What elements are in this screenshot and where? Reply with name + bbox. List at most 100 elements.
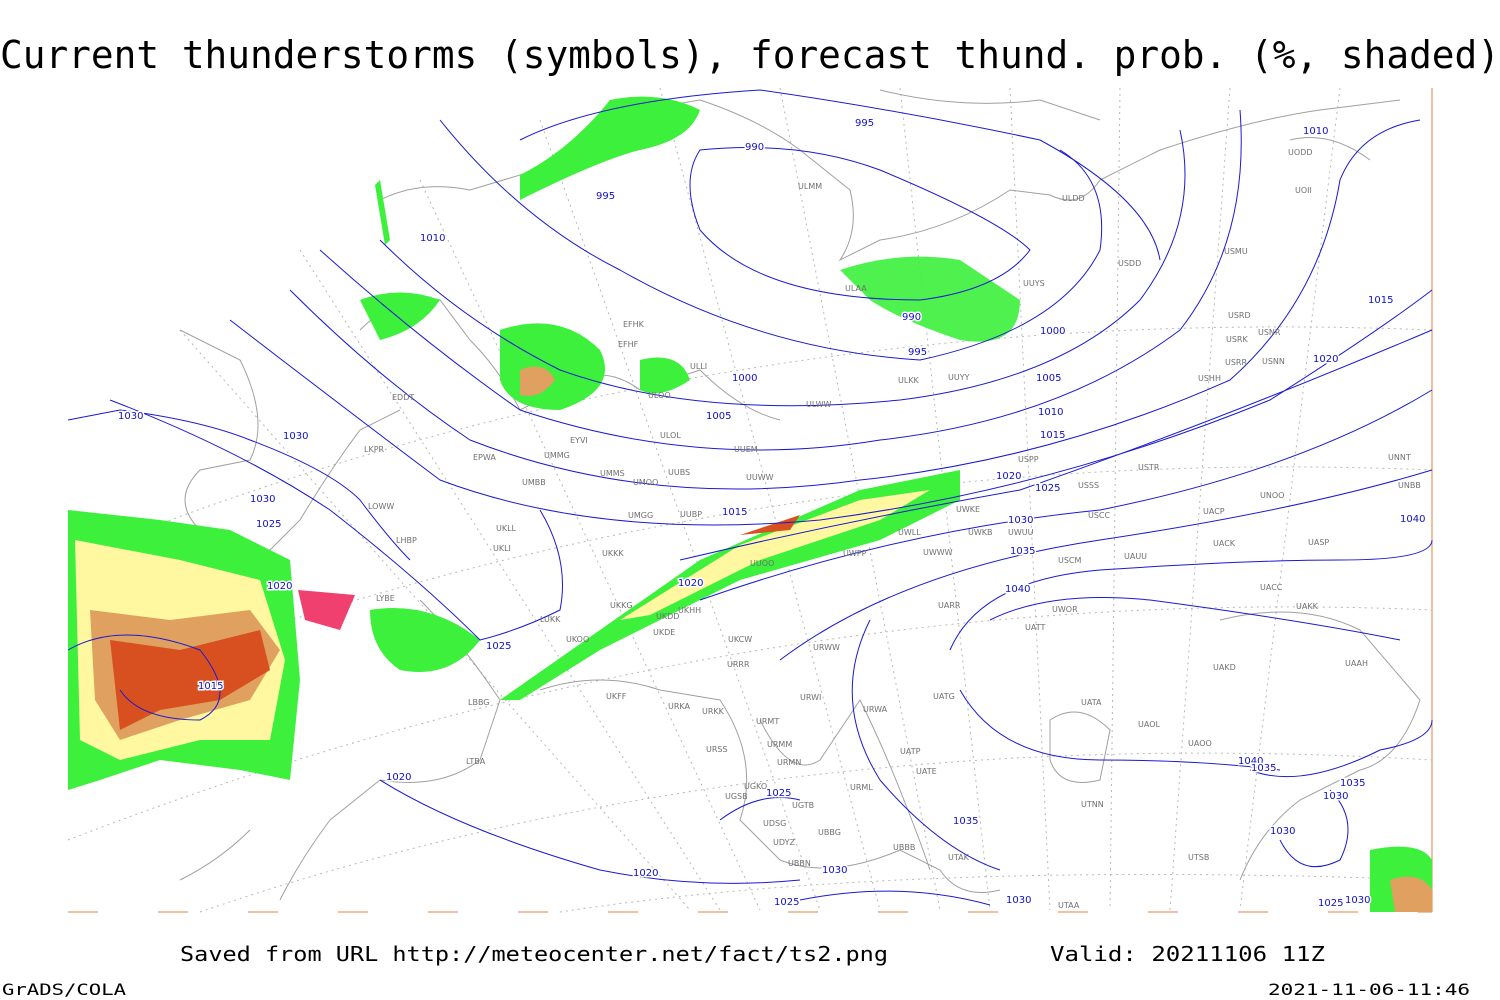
isobar-label: 1025 — [1318, 898, 1343, 909]
station-label: ULLI — [690, 362, 707, 371]
isobar-label: 1035 — [1251, 763, 1276, 774]
isobar-label: 1005 — [706, 411, 731, 422]
isobar-label: 1025 — [486, 641, 511, 652]
station-label: UTAA — [1058, 901, 1080, 910]
station-label: UWOR — [1052, 605, 1078, 614]
isobar-label: 1035 — [1010, 546, 1035, 557]
isobar-label: 1020 — [1313, 354, 1338, 365]
station-label: UKFF — [606, 692, 627, 701]
station-label: UKDE — [653, 628, 675, 637]
station-label: UUBP — [680, 510, 702, 519]
station-label: ULWW — [806, 400, 831, 409]
graticule — [67, 87, 1433, 913]
station-label: UWWW — [923, 548, 953, 557]
station-label: URWI — [800, 693, 821, 702]
isobar-label: 1010 — [1038, 407, 1063, 418]
station-label: URMT — [756, 717, 779, 726]
isobars — [67, 89, 1433, 906]
station-label: USMU — [1224, 247, 1248, 256]
station-label: UNBB — [1398, 481, 1421, 490]
isobar-label: 1030 — [283, 431, 308, 442]
station-label: URWW — [813, 643, 840, 652]
station-label: UODD — [1288, 148, 1312, 157]
station-label: UKLL — [496, 524, 517, 533]
station-label: URMN — [777, 758, 801, 767]
station-label: LHBP — [396, 536, 417, 545]
title: Current thunderstorms (symbols), forecas… — [0, 33, 1500, 77]
station-label: USPP — [1018, 455, 1039, 464]
station-label: ULOO — [648, 391, 671, 400]
isobar-label: 1030 — [1270, 826, 1295, 837]
station-label: LUKK — [540, 615, 561, 624]
isobar-label: 1015 — [198, 681, 223, 692]
station-label: UMOO — [633, 478, 658, 487]
station-label: USRR — [1225, 358, 1247, 367]
station-label: UTSB — [1188, 853, 1209, 862]
station-label: UASP — [1308, 538, 1329, 547]
station-label: LBBG — [468, 698, 490, 707]
isobar-label: 1015 — [1368, 295, 1393, 306]
station-label: USCM — [1058, 556, 1082, 565]
station-label: UACP — [1203, 507, 1225, 516]
station-label: UWPP — [843, 549, 867, 558]
isobar-label: 1030 — [1345, 895, 1370, 906]
station-label: LTBA — [466, 757, 486, 766]
isobar-label: 1035 — [953, 816, 978, 827]
station-label: UKHH — [678, 606, 701, 615]
station-label: EDDT — [392, 393, 414, 402]
station-label: UAUU — [1124, 552, 1147, 561]
station-label: EFHF — [618, 340, 639, 349]
station-label: USRD — [1228, 311, 1251, 320]
isobar-label: 990 — [902, 312, 921, 323]
isobar-label: 995 — [855, 118, 874, 129]
source-url: Saved from URL http://meteocenter.net/fa… — [180, 942, 888, 966]
isobar-label: 1015 — [1040, 430, 1065, 441]
isobar-label: 1020 — [996, 471, 1021, 482]
station-label: UGTB — [792, 801, 814, 810]
station-label: UKKK — [602, 549, 624, 558]
isobar-label: 1030 — [1323, 791, 1348, 802]
station-label: UAAH — [1345, 659, 1368, 668]
station-label: UKLI — [493, 544, 511, 553]
station-label: UTAK — [948, 853, 970, 862]
station-label: ULMM — [798, 182, 822, 191]
station-label: UAKK — [1296, 602, 1319, 611]
isobar-label: 1025 — [256, 519, 281, 530]
station-label: UDYZ — [773, 838, 795, 847]
isobar-label: 1025 — [766, 788, 791, 799]
station-label: UUEM — [734, 445, 758, 454]
isobar-label: 1010 — [1303, 126, 1328, 137]
station-label: EYVI — [570, 436, 588, 445]
station-label: UMGG — [628, 511, 653, 520]
station-label: EFHK — [623, 320, 645, 329]
isobar-label: 990 — [745, 142, 764, 153]
isobar-label: 1040 — [1005, 584, 1030, 595]
station-label: URRR — [727, 660, 750, 669]
station-label: LOWW — [368, 502, 394, 511]
station-label: ULOL — [660, 431, 681, 440]
station-label: UDSG — [763, 819, 786, 828]
station-label: UWKE — [956, 505, 980, 514]
station-label: UKOO — [566, 635, 589, 644]
isobar-label: 1030 — [822, 865, 847, 876]
station-label: USHH — [1198, 374, 1221, 383]
station-label: UWUU — [1008, 528, 1034, 537]
station-label: UATT — [1025, 623, 1045, 632]
thunder-probability — [68, 96, 1432, 912]
station-label: UBBN — [788, 859, 811, 868]
station-label: UTNN — [1081, 800, 1104, 809]
isobar-label: 1020 — [678, 578, 703, 589]
station-label: UWLL — [898, 528, 921, 537]
station-label: ULDD — [1062, 194, 1085, 203]
station-label: UARR — [938, 601, 961, 610]
station-label: UKDD — [656, 612, 679, 621]
isobar-label: 995 — [596, 191, 615, 202]
station-label: UUYS — [1023, 279, 1045, 288]
station-label: LKPR — [364, 445, 385, 454]
station-label: UBBB — [893, 843, 915, 852]
station-label: USNR — [1258, 328, 1281, 337]
station-label: UACC — [1260, 583, 1283, 592]
station-label: UMMS — [600, 469, 625, 478]
software: GrADS/COLA — [2, 980, 126, 999]
